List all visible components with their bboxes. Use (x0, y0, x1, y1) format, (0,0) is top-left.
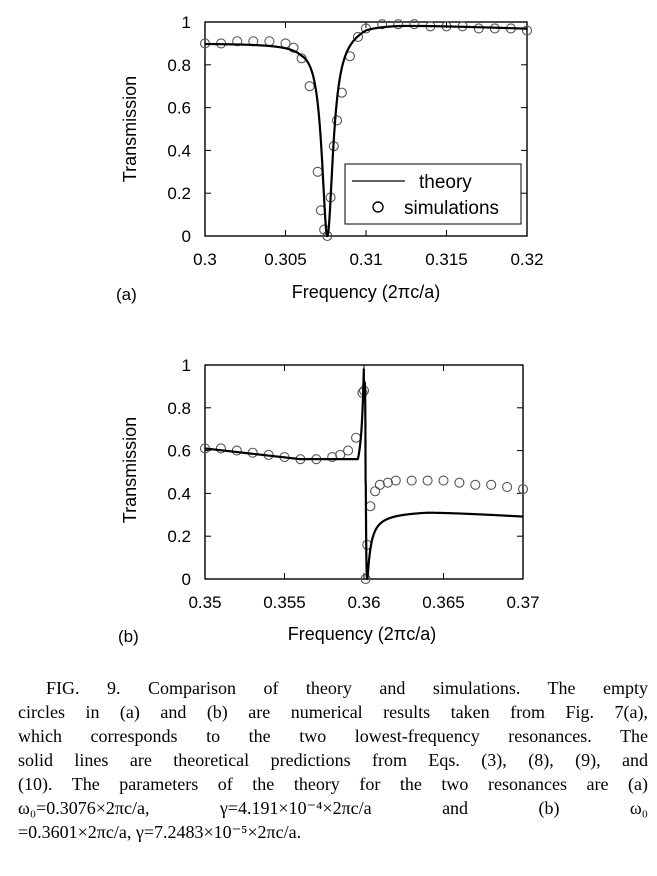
legend-theory-label: theory (419, 172, 472, 193)
y-tick-label: 0.8 (167, 56, 191, 75)
theory-curve (204, 368, 524, 581)
y-ticks: 0 0.2 0.4 0.6 0.8 1 (167, 13, 527, 246)
simulation-point (288, 42, 299, 53)
x-tick-label: 0.315 (425, 250, 468, 269)
y-tick-label: 0.2 (167, 527, 191, 546)
y-tick-label: 1 (182, 356, 191, 375)
simulation-point (374, 479, 385, 490)
simulation-point (377, 19, 388, 30)
simulation-point (409, 19, 420, 30)
simulation-point (517, 484, 529, 495)
simulation-point (406, 475, 417, 486)
simulation-point (360, 573, 371, 585)
y-axis-label: Transmission (120, 417, 140, 523)
panel-label: (b) (118, 627, 139, 646)
simulation-point (502, 481, 513, 493)
caption-line: ω₀=0.3076×2πc/a, γ=4.191×10⁻⁴×2πc/a and … (18, 798, 648, 818)
y-tick-label: 0 (182, 227, 191, 246)
x-tick-label: 0.3 (193, 250, 217, 269)
x-ticks: 0.35 0.355 0.36 0.365 0.37 (188, 365, 540, 612)
simulation-point (327, 451, 338, 463)
x-tick-label: 0.365 (422, 593, 465, 612)
y-tick-label: 0.6 (167, 442, 191, 461)
simulation-point (470, 479, 481, 490)
simulation-point (264, 36, 275, 47)
x-axis-label: Frequency (2πc/a) (292, 282, 440, 302)
simulation-point (521, 25, 533, 36)
simulation-point (454, 477, 465, 488)
y-tick-label: 1 (182, 13, 191, 32)
caption-line: circles in (a) and (b) are numerical res… (18, 702, 648, 722)
simulation-point (232, 36, 243, 47)
simulation-point (304, 81, 315, 92)
simulation-point (473, 23, 484, 34)
caption-line: FIG. 9. Comparison of theory and simulat… (46, 678, 648, 698)
figure-9: 0 0.2 0.4 0.6 0.8 1 0.3 0.305 0.31 0.315 0.32 Tra… (116, 13, 544, 646)
simulation-point (486, 479, 497, 490)
legend-box (344, 163, 522, 225)
simulation-point (331, 115, 343, 126)
simulation-point (393, 19, 404, 30)
y-tick-label: 0.4 (167, 484, 191, 503)
y-tick-label: 0.6 (167, 99, 191, 118)
legend-simulations-label: simulations (404, 198, 499, 219)
simulation-point (422, 475, 433, 486)
simulation-point (215, 443, 226, 454)
x-tick-label: 0.36 (347, 593, 380, 612)
panel-label: (a) (116, 285, 137, 304)
x-tick-label: 0.31 (349, 250, 382, 269)
simulation-point (390, 475, 401, 486)
caption-line: (10). The parameters of the theory for t… (18, 774, 648, 794)
theory-line (204, 24, 528, 238)
y-tick-label: 0 (182, 570, 191, 589)
panel-a: 0 0.2 0.4 0.6 0.8 1 0.3 0.305 0.31 0.315 0.32 Tra… (116, 13, 544, 304)
simulation-point (438, 475, 449, 486)
x-tick-label: 0.355 (263, 593, 306, 612)
simulation-points (199, 385, 529, 585)
y-tick-label: 0.8 (167, 399, 191, 418)
x-tick-label: 0.305 (264, 250, 307, 269)
simulation-point (352, 31, 364, 43)
theory-curve (204, 24, 528, 238)
y-axis-label: Transmission (120, 76, 140, 182)
legend-circle-swatch (372, 201, 384, 213)
simulation-point (382, 477, 393, 488)
simulation-point (312, 166, 323, 177)
y-tick-label: 0.4 (167, 141, 191, 160)
legend: theory simulations (344, 163, 522, 225)
simulation-point (370, 486, 381, 497)
x-axis-label: Frequency (2πc/a) (288, 624, 436, 644)
panel-b: 0 0.2 0.4 0.6 0.8 1 0.35 0.355 0.36 0.365 0.37 Tr… (118, 356, 540, 646)
simulation-point (365, 501, 376, 512)
x-tick-label: 0.35 (188, 593, 221, 612)
simulation-point (343, 445, 354, 456)
x-tick-label: 0.37 (506, 593, 539, 612)
y-tick-label: 0.2 (167, 184, 191, 203)
caption-line: solid lines are theoretical predictions … (18, 750, 648, 770)
simulation-point (350, 432, 362, 443)
y-ticks: 0 0.2 0.4 0.6 0.8 1 (167, 356, 523, 589)
x-ticks: 0.3 0.305 0.31 0.315 0.32 (193, 22, 544, 269)
figure-caption: FIG. 9. Comparison of theory and simulat… (18, 676, 648, 844)
caption-line: which corresponds to the two lowest-freq… (18, 726, 648, 746)
theory-line (204, 368, 524, 581)
x-tick-label: 0.32 (510, 250, 543, 269)
caption-line: =0.3601×2πc/a, γ=7.2483×10⁻⁵×2πc/a. (18, 822, 302, 842)
